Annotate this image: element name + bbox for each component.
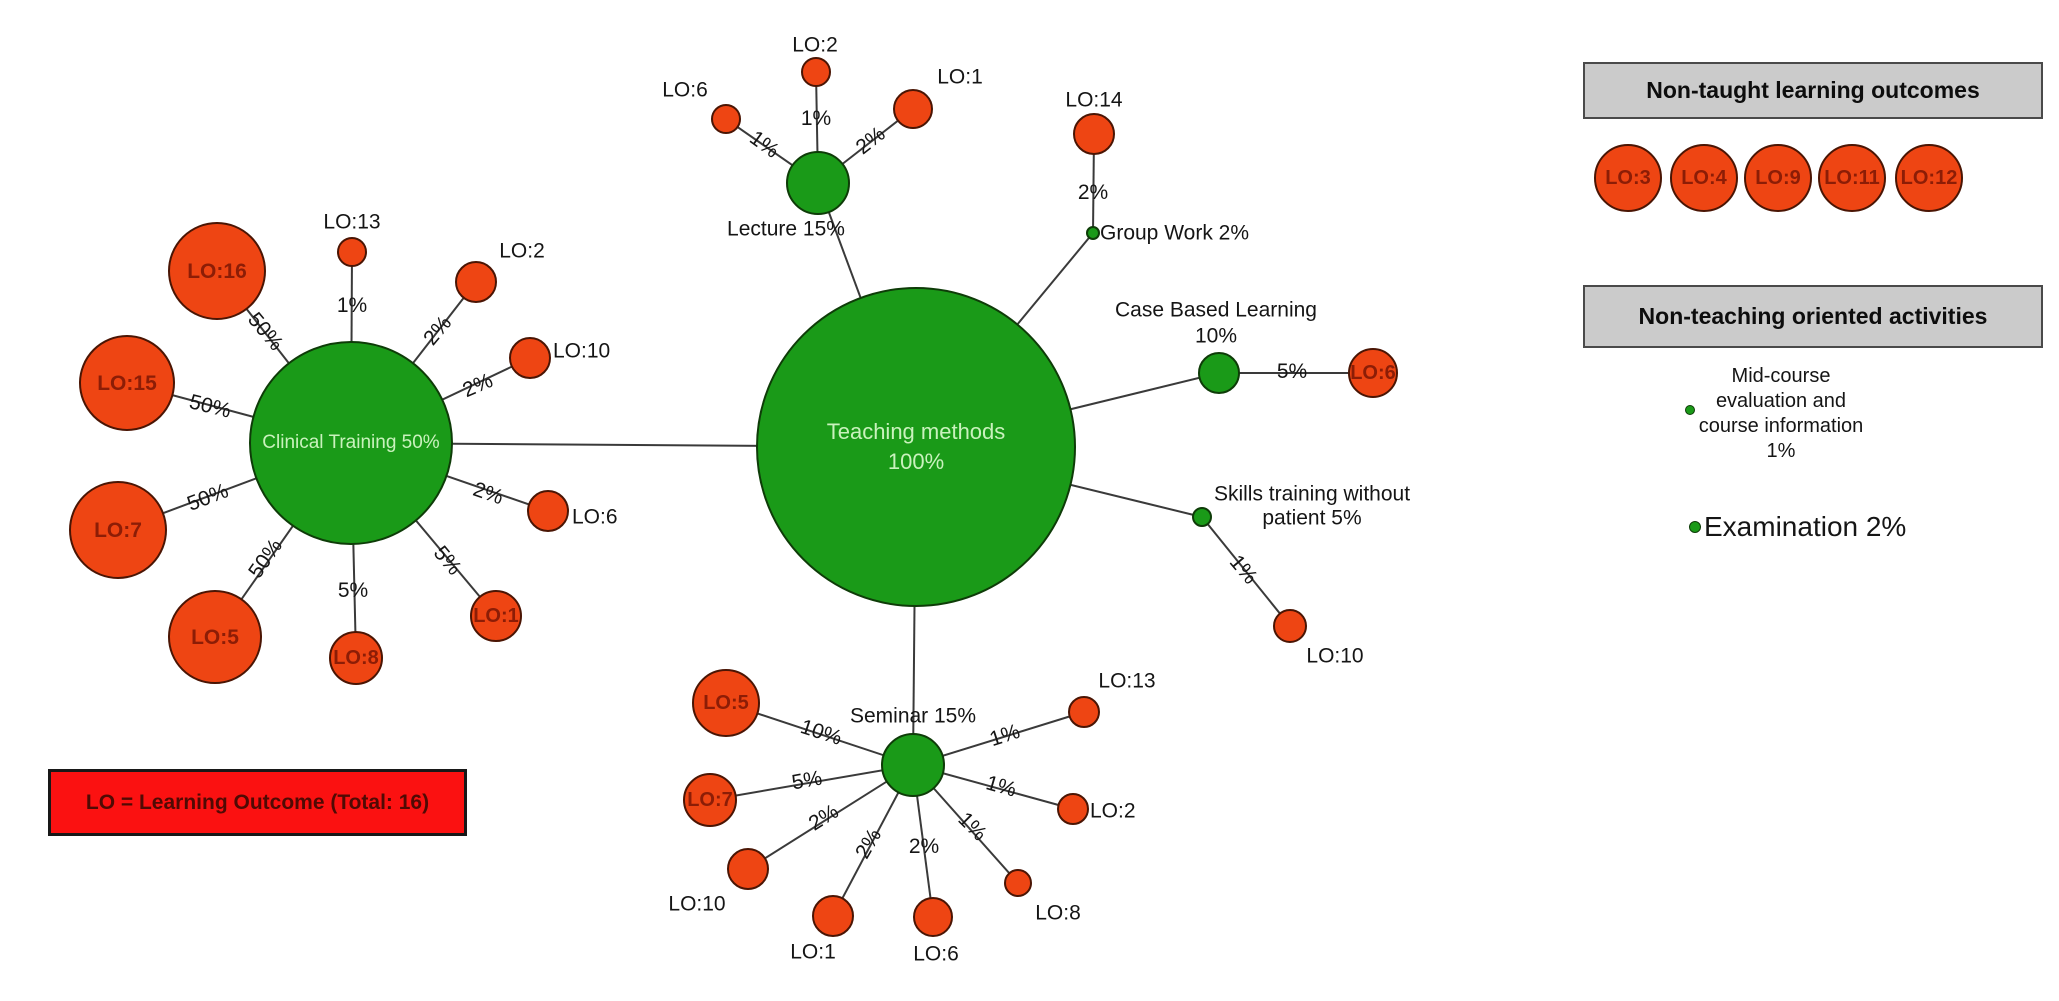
edge-pct-casebased-lo6: 5% xyxy=(1276,360,1308,383)
non-taught-lo12-label: LO:12 xyxy=(1900,167,1958,189)
legend-text: LO = Learning Outcome (Total: 16) xyxy=(85,790,430,814)
clinical-training-label: Clinical Training 50% xyxy=(262,432,440,454)
lecture-label: Lecture 15% xyxy=(727,217,845,241)
outcome-skills-lo10 xyxy=(1273,609,1307,643)
teaching-methods-label-line2: 100% xyxy=(887,449,945,474)
outcome-lecture-lo2 xyxy=(801,57,831,87)
non-teaching-header-label: Non-teaching oriented activities xyxy=(1638,303,1988,329)
outcome-clinical-lo8: LO:8 xyxy=(329,631,383,685)
midcourse-label: Mid-course evaluation and course informa… xyxy=(1699,364,1864,464)
outcome-lecture-lo6-label: LO:6 xyxy=(662,78,708,102)
outcome-clinical-lo2 xyxy=(455,261,497,303)
non-teaching-header: Non-teaching oriented activities xyxy=(1583,285,2043,348)
node-seminar xyxy=(881,733,945,797)
edge-pct-clinical-lo13: 1% xyxy=(336,294,368,317)
outcome-lecture-lo2-label: LO:2 xyxy=(792,33,838,57)
outcome-groupwork-lo14-label: LO:14 xyxy=(1065,88,1123,112)
midcourse-dot xyxy=(1685,405,1695,415)
non-taught-header-label: Non-taught learning outcomes xyxy=(1646,77,1980,103)
outcome-seminar-lo1 xyxy=(812,895,854,937)
outcome-clinical-lo1: LO:1 xyxy=(470,590,522,642)
non-taught-header: Non-taught learning outcomes xyxy=(1583,62,2043,119)
examination-dot xyxy=(1689,521,1701,533)
outcome-clinical-lo7: LO:7 xyxy=(69,481,167,579)
node-case-based-learning xyxy=(1198,352,1240,394)
outcome-seminar-lo7: LO:7 xyxy=(683,773,737,827)
non-taught-lo9-label: LO:9 xyxy=(1755,167,1801,189)
outcome-clinical-lo10 xyxy=(509,337,551,379)
outcome-seminar-lo1-label: LO:1 xyxy=(790,940,836,964)
outcome-groupwork-lo14 xyxy=(1073,113,1115,155)
outcome-clinical-lo16: LO:16 xyxy=(168,222,266,320)
outcome-clinical-lo15-label: LO:15 xyxy=(97,371,157,395)
outcome-casebased-lo6-label: LO:6 xyxy=(1350,362,1396,384)
case-based-label-line2: 10% xyxy=(1194,324,1238,348)
examination-label: Examination 2% xyxy=(1704,511,1907,542)
outcome-clinical-lo13 xyxy=(337,237,367,267)
midcourse-line3: course information xyxy=(1698,415,1864,437)
outcome-seminar-lo8-label: LO:8 xyxy=(1035,901,1081,925)
non-taught-lo11: LO:11 xyxy=(1818,144,1886,212)
outcome-lecture-lo6 xyxy=(711,104,741,134)
midcourse-line2: evaluation and xyxy=(1715,390,1847,412)
outcome-seminar-lo6-label: LO:6 xyxy=(913,942,959,966)
case-based-label-line1: Case Based Learning xyxy=(1115,298,1317,322)
outcome-seminar-lo5: LO:5 xyxy=(692,669,760,737)
outcome-seminar-lo6 xyxy=(913,897,953,937)
non-taught-lo12: LO:12 xyxy=(1895,144,1963,212)
midcourse-line4: 1% xyxy=(1766,440,1796,462)
outcome-seminar-lo5-label: LO:5 xyxy=(703,692,749,714)
legend-box: LO = Learning Outcome (Total: 16) xyxy=(48,769,467,836)
outcome-casebased-lo6: LO:6 xyxy=(1348,348,1398,398)
outcome-clinical-lo7-label: LO:7 xyxy=(94,518,142,542)
edge-pct-clinical-lo8: 5% xyxy=(337,579,369,602)
outcome-clinical-lo1-label: LO:1 xyxy=(473,605,519,627)
outcome-clinical-lo13-label: LO:13 xyxy=(323,210,381,234)
non-taught-lo9: LO:9 xyxy=(1744,144,1812,212)
outcome-clinical-lo2-label: LO:2 xyxy=(499,239,545,263)
outcome-skills-lo10-label: LO:10 xyxy=(1306,644,1364,668)
outcome-seminar-lo10 xyxy=(727,848,769,890)
outcome-seminar-lo2 xyxy=(1057,793,1089,825)
skills-label-line2: patient 5% xyxy=(1262,506,1362,530)
outcome-seminar-lo8 xyxy=(1004,869,1032,897)
outcome-seminar-lo13-label: LO:13 xyxy=(1098,669,1156,693)
non-taught-lo3: LO:3 xyxy=(1594,144,1662,212)
outcome-clinical-lo8-label: LO:8 xyxy=(333,647,379,669)
non-taught-lo4: LO:4 xyxy=(1670,144,1738,212)
outcome-seminar-lo13 xyxy=(1068,696,1100,728)
outcome-lecture-lo1-label: LO:1 xyxy=(937,65,983,89)
edge-pct-lecture-lo2: 1% xyxy=(800,107,832,130)
seminar-label: Seminar 15% xyxy=(849,704,977,728)
outcome-clinical-lo6-label: LO:6 xyxy=(572,505,618,529)
outcome-clinical-lo5: LO:5 xyxy=(168,590,262,684)
outcome-clinical-lo5-label: LO:5 xyxy=(191,625,239,649)
node-skills-training xyxy=(1192,507,1212,527)
outcome-clinical-lo6 xyxy=(527,490,569,532)
teaching-methods-label-line1: Teaching methods xyxy=(826,419,1006,445)
node-group-work xyxy=(1086,226,1100,240)
outcome-clinical-lo16-label: LO:16 xyxy=(187,259,247,283)
outcome-lecture-lo1 xyxy=(893,89,933,129)
group-work-label: Group Work 2% xyxy=(1100,221,1249,245)
node-teaching-methods: Teaching methods 100% xyxy=(756,287,1076,607)
outcome-seminar-lo2-label: LO:2 xyxy=(1090,799,1136,823)
node-clinical-training: Clinical Training 50% xyxy=(249,341,453,545)
non-taught-lo3-label: LO:3 xyxy=(1605,167,1651,189)
outcome-clinical-lo15: LO:15 xyxy=(79,335,175,431)
non-taught-lo11-label: LO:11 xyxy=(1824,167,1880,189)
midcourse-line1: Mid-course xyxy=(1731,365,1831,387)
skills-label-line1: Skills training without xyxy=(1213,482,1411,506)
node-lecture xyxy=(786,151,850,215)
non-taught-lo4-label: LO:4 xyxy=(1681,167,1727,189)
edge-pct-groupwork-lo14: 2% xyxy=(1077,181,1109,204)
outcome-seminar-lo10-label: LO:10 xyxy=(668,892,726,916)
edge-pct-seminar-lo6: 2% xyxy=(908,835,940,858)
outcome-clinical-lo10-label: LO:10 xyxy=(553,339,611,363)
outcome-seminar-lo7-label: LO:7 xyxy=(687,789,733,811)
